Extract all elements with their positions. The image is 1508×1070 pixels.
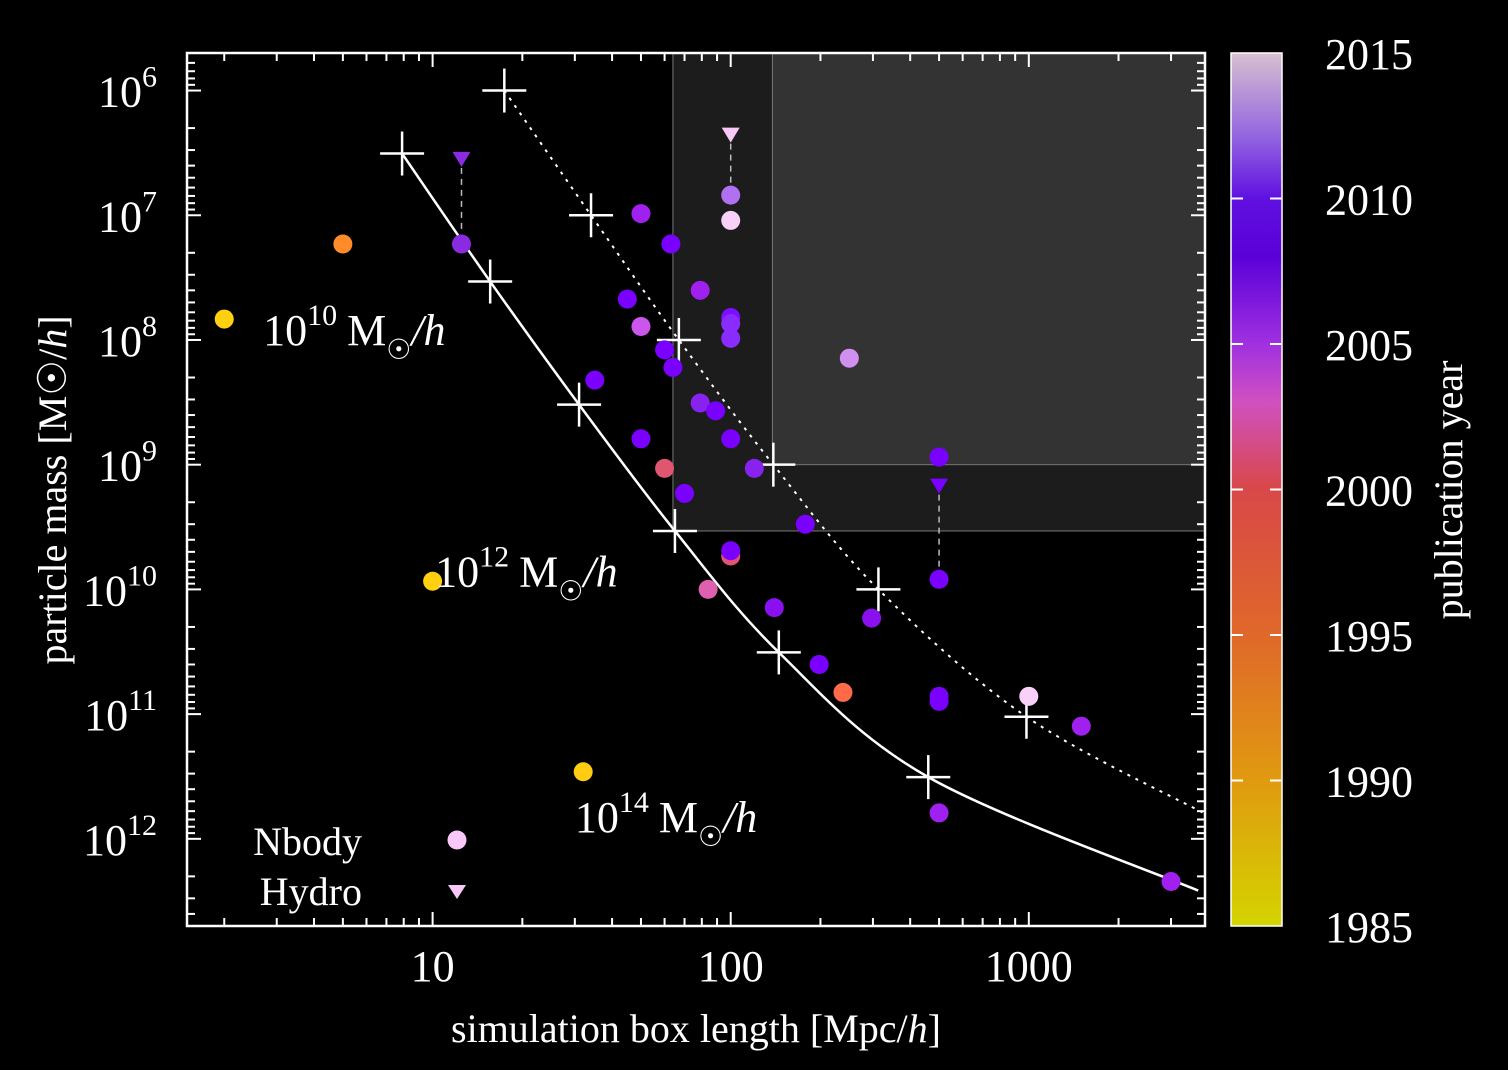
x-tick-label: 1000 [985, 942, 1073, 991]
legend-label-nbody: Nbody [253, 819, 362, 864]
legend-marker-hydro [448, 885, 466, 899]
y-tick-label: 1011 [84, 684, 157, 740]
nbody-point [698, 579, 718, 599]
colorbar-tick-label: 2005 [1325, 321, 1413, 370]
nbody-point [631, 429, 651, 449]
nbody-point [721, 328, 741, 348]
nbody-point [721, 314, 741, 334]
halo-1e10-label: 1010 M☉/h [263, 299, 445, 366]
plot-border [185, 51, 1207, 928]
nbody-point [706, 401, 726, 421]
colorbar-tick-label: 2000 [1325, 467, 1413, 516]
y-tick-label: 1010 [83, 559, 157, 615]
nbody-point [617, 289, 637, 309]
legend-label-hydro: Hydro [260, 869, 362, 914]
y-tick-label: 109 [98, 435, 157, 491]
colorbar-tick-label: 1985 [1325, 903, 1413, 952]
nbody-point [631, 204, 651, 224]
nbody-point [929, 803, 949, 823]
nbody-point [809, 654, 829, 674]
y-tick-label: 107 [98, 185, 157, 241]
nbody-point [1071, 716, 1091, 736]
nbody-point [663, 357, 683, 377]
colorbar-label: publication year [1426, 361, 1471, 620]
nbody-point [214, 309, 234, 329]
hydro-links [460, 143, 940, 570]
plot-frame [185, 51, 1207, 928]
nbody-point [661, 234, 681, 254]
colorbar-tick-label: 2015 [1325, 30, 1413, 79]
reference-curves [380, 68, 1206, 892]
halo-1e12-label: 1012 M☉/h [435, 541, 617, 608]
nbody-point [721, 210, 741, 230]
y-axis-label: particle mass [M☉/h] [30, 315, 75, 664]
nbody-point [721, 185, 741, 205]
y-tick-label: 106 [98, 61, 157, 117]
nbody-point [1161, 872, 1181, 892]
annotations: 1010 M☉/h 1012 M☉/h 1014 M☉/h [263, 299, 757, 853]
nbody-point [839, 348, 859, 368]
hydro-point [930, 478, 949, 494]
colorbar-tick-label: 1990 [1325, 758, 1413, 807]
shaded-regions [672, 52, 1206, 532]
legend-marker-nbody [447, 830, 467, 850]
hydro-point [721, 127, 740, 143]
nbody-point [862, 608, 882, 628]
nbody-point [795, 514, 815, 534]
nbody-point [1019, 686, 1039, 706]
nbody-point [744, 458, 764, 478]
nbody-point [929, 569, 949, 589]
nbody-point [690, 280, 710, 300]
nbody-point [655, 340, 675, 360]
nbody-point [721, 541, 741, 561]
legend: Nbody Hydro [253, 819, 467, 914]
nbody-point [423, 571, 443, 591]
x-tick-label: 10 [411, 942, 455, 991]
x-tick-label: 100 [698, 942, 764, 991]
nbody-point [451, 234, 471, 254]
nbody-point [573, 762, 593, 782]
inner-region [771, 52, 1206, 466]
nbody-point [333, 234, 353, 254]
data-points [214, 127, 1181, 892]
nbody-point [721, 429, 741, 449]
colorbar-tick-label: 2010 [1325, 176, 1413, 225]
nbody-point [655, 458, 675, 478]
nbody-point [764, 598, 784, 618]
nbody-point [929, 447, 949, 467]
axis-ticks: 10 100 1000 106 107 108 109 1010 1011 1012 [83, 52, 1205, 991]
nbody-point [690, 393, 710, 413]
halo-1e14-label: 1014 M☉/h [575, 786, 757, 853]
nbody-point [675, 483, 695, 503]
y-tick-label: 1012 [83, 809, 157, 865]
nbody-point [833, 682, 853, 702]
colorbar: 1985 1990 1995 2000 2005 2010 2015 [1230, 30, 1413, 952]
nbody-point [631, 317, 651, 337]
hydro-point [452, 151, 471, 167]
y-tick-label: 108 [98, 310, 157, 366]
nbody-point [929, 691, 949, 711]
colorbar-tick-label: 1995 [1325, 612, 1413, 661]
nbody-point [585, 370, 605, 390]
x-axis-label: simulation box length [Mpc/h] [451, 1006, 941, 1051]
